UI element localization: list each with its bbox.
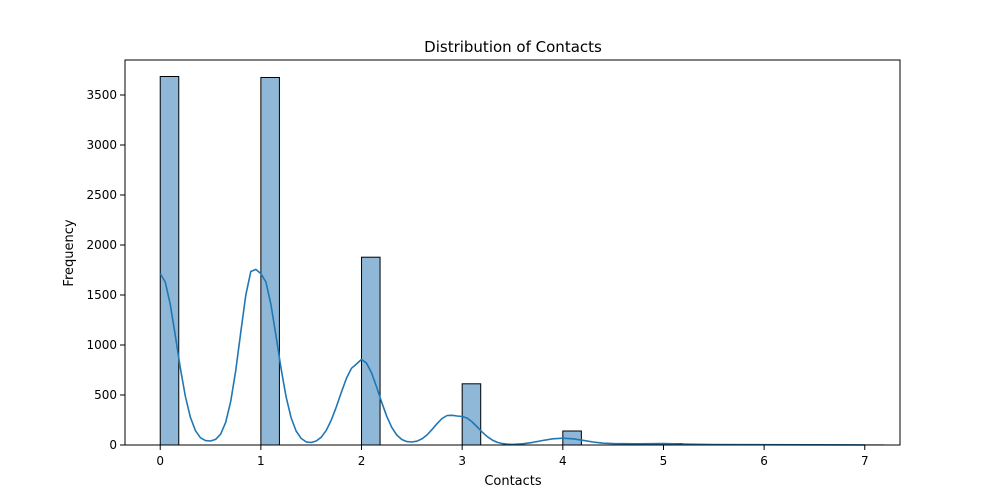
- plot-frame: [124, 59, 901, 446]
- x-tick-label: 2: [358, 454, 366, 468]
- bar-1: [260, 77, 280, 446]
- y-tick-label: 500: [94, 388, 117, 402]
- y-tick-label: 3500: [86, 88, 117, 102]
- x-axis-label: Contacts: [484, 474, 542, 489]
- y-tick-label: 1000: [86, 338, 117, 352]
- x-axis-ticks: 0 1 2 3 4 5 6 7: [156, 445, 869, 468]
- bar-3: [461, 383, 482, 446]
- y-tick-label: 2500: [86, 188, 117, 202]
- chart-title: Distribution of Contacts: [424, 38, 602, 56]
- y-axis-ticks: 0 500 1000 1500 2000 2500 3000 3500: [86, 88, 125, 452]
- y-tick-label: 0: [109, 438, 117, 452]
- x-tick-label: 3: [458, 454, 466, 468]
- x-tick-label: 0: [156, 454, 164, 468]
- kde-line: [159, 268, 865, 446]
- x-tick-label: 6: [760, 454, 768, 468]
- x-tick-label: 5: [660, 454, 668, 468]
- histogram-bars: [159, 76, 884, 446]
- bar-0: [159, 76, 180, 446]
- kde-curve-group: [159, 268, 865, 446]
- x-tick-label: 1: [257, 454, 265, 468]
- x-tick-label: 4: [559, 454, 567, 468]
- y-tick-label: 2000: [86, 238, 117, 252]
- y-tick-label: 1500: [86, 288, 117, 302]
- y-tick-label: 3000: [86, 138, 117, 152]
- bar-2: [361, 256, 381, 446]
- x-tick-label: 7: [861, 454, 869, 468]
- y-axis-label: Frequency: [62, 219, 77, 286]
